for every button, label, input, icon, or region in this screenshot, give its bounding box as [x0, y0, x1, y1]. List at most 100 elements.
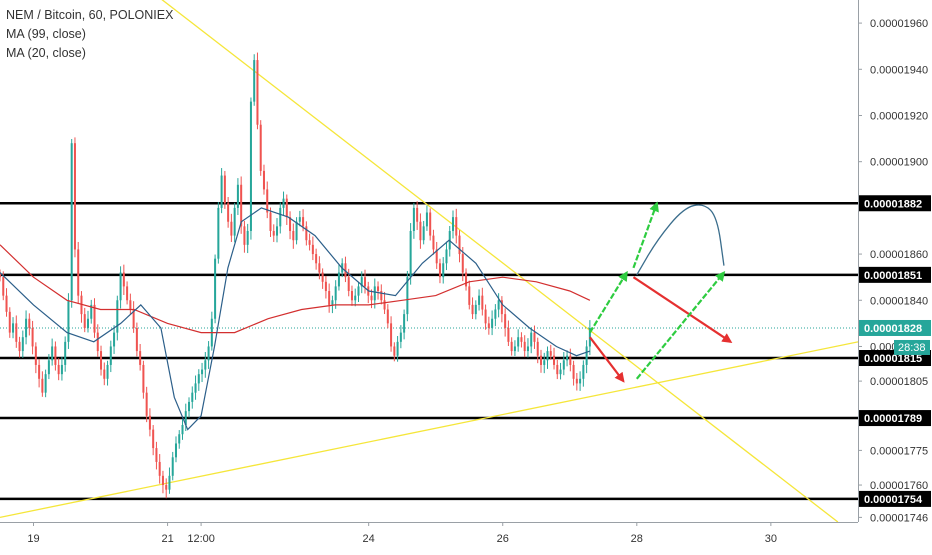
candle-body — [181, 424, 184, 435]
candle-body — [28, 318, 31, 328]
candle-body — [403, 314, 406, 333]
candle-body — [546, 351, 549, 361]
x-tick-label: 24 — [363, 533, 375, 545]
candle-body — [416, 207, 419, 222]
countdown-label: 28:38 — [898, 342, 926, 354]
candle-body — [207, 346, 210, 361]
candle-body — [282, 198, 285, 208]
candle-body — [142, 364, 145, 393]
candle-body — [559, 369, 562, 375]
candle-body — [129, 300, 132, 310]
candle-body — [161, 475, 164, 486]
candle-body — [18, 341, 21, 352]
plot-area[interactable] — [0, 0, 858, 522]
candle-body — [34, 346, 37, 365]
trendline — [0, 341, 858, 519]
candle-body — [432, 235, 435, 250]
candle-body — [360, 277, 363, 287]
candle-body — [386, 309, 389, 324]
candle-body — [575, 378, 578, 384]
indicator-ma99-label[interactable]: MA (99, close) — [6, 27, 86, 41]
y-tick-label: 0.00001920 — [870, 110, 928, 122]
level-price-badge — [859, 266, 931, 283]
candle-body — [217, 207, 220, 259]
candle-body — [520, 337, 523, 342]
candle-body — [64, 341, 67, 365]
candle-body — [373, 286, 376, 301]
candle-body — [331, 300, 334, 305]
candle-body — [178, 434, 181, 444]
candle-body — [2, 277, 5, 296]
level-price-badge — [859, 490, 931, 507]
candle-body — [328, 291, 331, 305]
candle-body — [396, 341, 399, 356]
candle-body — [171, 457, 174, 476]
candle-body — [70, 143, 73, 301]
candle-body — [481, 295, 484, 310]
candle-body — [569, 355, 572, 365]
candle-body — [425, 212, 428, 227]
candle-body — [393, 346, 396, 356]
indicator-ma20-label[interactable]: MA (20, close) — [6, 46, 86, 60]
candle-body — [100, 351, 103, 370]
candle-body — [363, 277, 367, 287]
candle-body — [556, 364, 559, 375]
last-price-label: 0.00001828 — [864, 323, 922, 335]
last-price-badge — [859, 319, 931, 336]
y-tick-label: 0.00001860 — [870, 249, 928, 261]
candle-body — [465, 272, 468, 287]
candle-body — [429, 212, 432, 236]
candle-body — [201, 369, 204, 375]
candle-body — [139, 351, 142, 365]
candle-body — [474, 304, 477, 315]
candle-body — [155, 448, 158, 462]
x-tick-label: 30 — [765, 533, 777, 545]
candle-body — [106, 364, 109, 379]
level-price-badge — [859, 410, 931, 427]
candle-body — [44, 374, 47, 393]
candle-body — [562, 360, 565, 370]
candle-body — [122, 272, 125, 287]
candle-body — [73, 143, 76, 250]
x-tick-label: 26 — [497, 533, 509, 545]
candle-body — [308, 240, 311, 245]
countdown-badge — [894, 339, 930, 355]
candle-body — [585, 346, 588, 365]
candle-body — [285, 198, 288, 218]
candle-body — [435, 249, 438, 264]
candle-body — [451, 217, 455, 231]
candle-body — [487, 323, 490, 328]
candle-body — [458, 235, 461, 255]
candle-body — [188, 401, 191, 412]
candle-body — [579, 378, 582, 384]
candle-body — [289, 217, 292, 231]
candle-body — [311, 244, 314, 255]
level-price-label: 0.00001882 — [864, 198, 922, 210]
forecast-arrow-down — [589, 336, 625, 383]
candle-body — [539, 355, 543, 365]
candle-body — [103, 369, 106, 379]
candle-body — [132, 309, 135, 328]
candle-body — [566, 355, 569, 361]
candle-body — [31, 327, 34, 347]
candle-body — [135, 327, 138, 352]
candle-body — [553, 355, 556, 365]
y-tick-label: 0.00001746 — [870, 512, 928, 524]
candle-body — [468, 286, 471, 305]
candle-body — [259, 124, 262, 171]
candle-body — [298, 217, 301, 222]
y-tick-label: 0.00001805 — [870, 376, 928, 388]
level-price-label: 0.00001789 — [864, 413, 922, 425]
candle-body — [478, 295, 481, 305]
candle-body — [236, 184, 239, 208]
candle-body — [543, 360, 546, 365]
candle-body — [243, 226, 246, 245]
candle-body — [337, 272, 340, 287]
candle-body — [409, 230, 412, 278]
candle-body — [191, 392, 194, 402]
candle-body — [334, 286, 337, 301]
candle-body — [223, 175, 226, 204]
candle-body — [412, 207, 415, 231]
